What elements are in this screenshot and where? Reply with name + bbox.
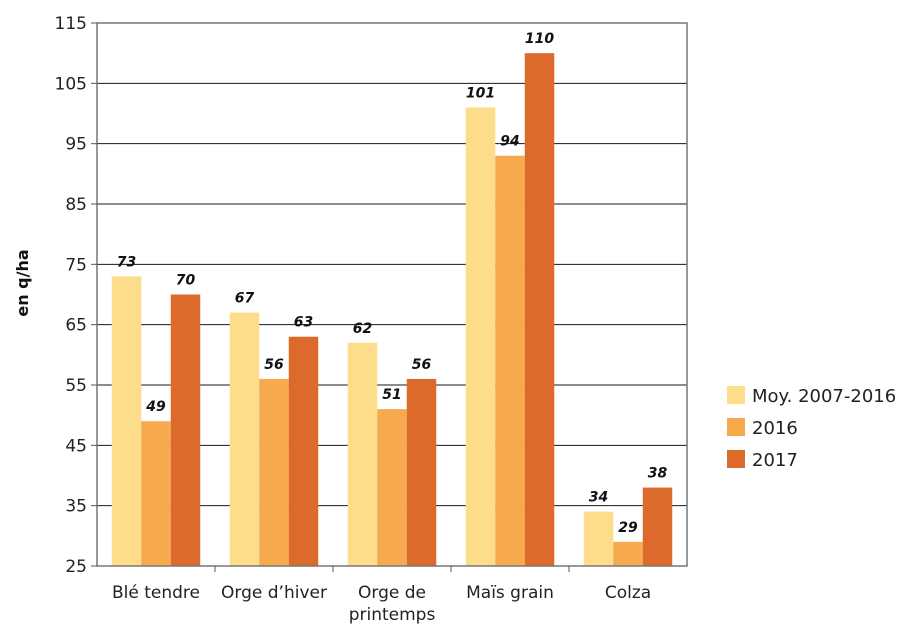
data-label: 51 [382, 387, 401, 403]
bar [111, 276, 142, 566]
legend: Moy. 2007-2016 2016 2017 [727, 386, 896, 471]
bar [613, 541, 643, 566]
y-tick-label: 55 [65, 376, 87, 396]
bar [642, 487, 673, 566]
plot-border [96, 22, 688, 567]
bar [170, 294, 201, 566]
y-tick-label: 115 [55, 14, 87, 34]
x-category-label: Orge de [358, 583, 426, 603]
bar [141, 421, 171, 566]
legend-swatch [727, 386, 745, 404]
legend-label: Moy. 2007-2016 [752, 386, 896, 407]
data-label: 63 [294, 315, 313, 331]
data-label: 56 [412, 357, 432, 373]
bars [111, 53, 673, 566]
data-label: 49 [145, 399, 166, 415]
legend-swatch [727, 450, 745, 468]
legend-label: 2017 [752, 450, 798, 471]
bar [229, 312, 260, 566]
y-tick-label: 95 [65, 135, 87, 155]
data-label: 101 [466, 85, 495, 101]
bar [524, 53, 555, 566]
bar [583, 511, 614, 566]
data-label: 34 [589, 490, 608, 506]
legend-label: 2016 [752, 418, 798, 439]
x-category-label: Colza [605, 583, 651, 603]
data-label: 73 [117, 254, 136, 270]
x-category-label: Orge d’hiver [221, 583, 327, 603]
x-category-label: Maïs grain [466, 583, 554, 603]
y-tick-label: 105 [55, 74, 87, 94]
legend-swatch [727, 418, 745, 436]
bar [406, 378, 437, 566]
y-tick-label: 65 [65, 316, 87, 336]
bar [495, 155, 525, 566]
data-label: 38 [648, 466, 668, 482]
data-label: 110 [525, 31, 554, 47]
bar [288, 336, 319, 566]
plot-frame [96, 22, 688, 567]
x-category-label: printemps [349, 605, 436, 625]
y-tick-label: 45 [65, 436, 87, 456]
y-axis-ticks: 25 35 45 55 65 75 85 95 105 115 [55, 14, 97, 577]
bar [259, 378, 289, 566]
data-labels: 73 49 70 67 56 63 62 51 56 101 94 110 34 29 38 [117, 31, 668, 536]
y-tick-label: 35 [65, 497, 87, 517]
data-label: 56 [264, 357, 284, 373]
y-axis-label: en q/ha [13, 249, 32, 316]
data-label: 94 [500, 134, 519, 150]
data-label: 29 [618, 520, 638, 536]
data-label: 62 [353, 321, 372, 337]
x-category-label: Blé tendre [112, 583, 200, 603]
bar [347, 342, 378, 566]
y-tick-label: 25 [65, 557, 87, 577]
data-label: 67 [235, 291, 255, 307]
data-label: 70 [176, 273, 196, 289]
bar [465, 107, 496, 566]
y-tick-label: 75 [65, 255, 87, 275]
y-tick-label: 85 [65, 195, 87, 215]
bar [377, 409, 407, 566]
